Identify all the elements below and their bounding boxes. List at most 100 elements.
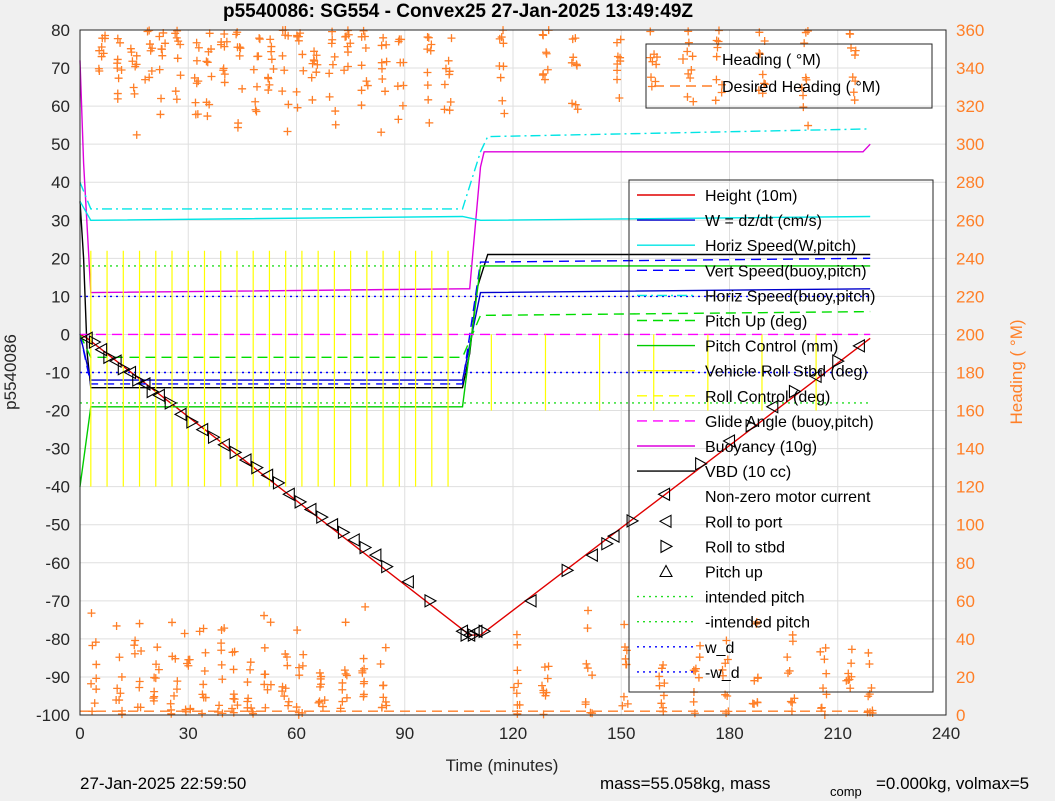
heading-point [220, 624, 229, 633]
heading-point [260, 680, 269, 689]
heading-point [117, 672, 126, 681]
heading-point [620, 620, 629, 629]
heading-point [513, 700, 522, 709]
heading-point [497, 33, 506, 42]
heading-point [176, 71, 185, 80]
heading-point [338, 697, 347, 706]
heading-point [90, 699, 99, 708]
heading-point [255, 34, 264, 43]
legend-swatch [659, 564, 673, 578]
heading-point [251, 97, 260, 106]
series-layer [79, 60, 871, 712]
x-tick-label: 150 [607, 724, 635, 743]
heading-point [147, 66, 156, 75]
y-tick-label-left: -20 [45, 402, 70, 421]
heading-point [688, 52, 697, 61]
heading-point [800, 39, 809, 48]
heading-point [112, 696, 121, 705]
heading-point [173, 54, 182, 63]
heading-point [253, 52, 262, 61]
y-tick-label-right: 260 [956, 211, 984, 230]
legend-label: Horiz Speed(W,pitch) [705, 238, 856, 255]
heading-point [711, 96, 720, 105]
series-line [79, 201, 871, 389]
heading-point [572, 61, 581, 70]
heading-point [842, 676, 851, 685]
roll-stbd-marker [695, 456, 708, 471]
heading-point [149, 694, 158, 703]
heading-point [341, 669, 350, 678]
x-tick-label: 180 [715, 724, 743, 743]
heading-point [146, 46, 155, 55]
heading-point [713, 43, 722, 52]
heading-point [423, 81, 432, 90]
heading-point [690, 709, 699, 718]
legend-box [628, 179, 934, 693]
heading-point [723, 655, 732, 664]
heading-point [331, 107, 340, 116]
heading-point [361, 44, 370, 53]
roll-stbd-marker [788, 384, 802, 399]
legend-label: Roll to port [705, 514, 783, 531]
heading-point [340, 666, 349, 675]
legend-label: VBD (10 cc) [705, 464, 791, 481]
heading-point [847, 43, 856, 52]
heading-point [92, 674, 101, 683]
heading-point [850, 51, 859, 60]
heading-point [363, 81, 372, 90]
roll-port-marker [455, 624, 469, 639]
y-tick-label-right: 0 [956, 706, 965, 725]
roll-stbd-marker [164, 396, 178, 410]
heading-point [623, 699, 632, 708]
heading-point [128, 57, 137, 66]
heading-point [622, 646, 631, 655]
heading-point [684, 38, 693, 47]
heading-point [284, 697, 293, 706]
heading-point [712, 52, 721, 61]
heading-point [171, 87, 180, 96]
heading-point [309, 55, 318, 64]
series-line [79, 128, 871, 210]
heading-point [571, 34, 580, 43]
roll-stbd-marker [251, 460, 264, 475]
heading-point [266, 35, 275, 44]
y-tick-label-right: 340 [956, 59, 984, 78]
roll-port-marker [852, 338, 865, 353]
heading-point [864, 648, 873, 657]
y-tick-label-right: 180 [956, 364, 984, 383]
heading-point [244, 694, 253, 703]
heading-point [397, 35, 406, 44]
heading-point [540, 75, 549, 84]
heading-point [135, 619, 144, 628]
heading-point [137, 647, 146, 656]
heading-point [298, 661, 307, 670]
heading-point [865, 660, 874, 669]
roll-stbd-marker [359, 540, 373, 555]
heading-point [113, 684, 122, 693]
y-tick-label-left: 20 [51, 249, 70, 268]
series-line [79, 200, 871, 222]
legend-swatch [678, 54, 688, 64]
heading-point [266, 680, 275, 689]
y-tick-label-right: 80 [956, 554, 975, 573]
roll-port-marker [217, 437, 230, 452]
heading-point [542, 49, 551, 58]
heading-point [425, 118, 434, 127]
roll-port-marker [523, 593, 537, 608]
heading-point [117, 66, 126, 75]
roll-port-marker [238, 453, 252, 467]
heading-point [171, 654, 180, 663]
y-tick-label-left: -30 [45, 440, 70, 459]
heading-point [229, 665, 238, 674]
heading-point [145, 73, 154, 82]
heading-point [143, 27, 152, 36]
heading-point [712, 36, 721, 45]
heading-point [113, 89, 122, 98]
heading-point [544, 662, 553, 671]
heading-point [171, 29, 180, 38]
heading-point [423, 68, 432, 77]
heading-point [88, 707, 97, 716]
heading-point [314, 698, 323, 707]
heading-point [251, 105, 260, 114]
roll-port-marker [657, 487, 671, 502]
